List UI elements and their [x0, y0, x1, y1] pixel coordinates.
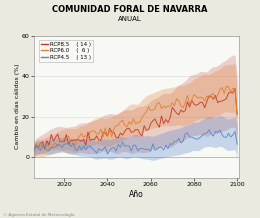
Y-axis label: Cambio en días cálidos (%): Cambio en días cálidos (%): [15, 64, 21, 149]
X-axis label: Año: Año: [129, 190, 144, 199]
Text: © Agencia Estatal de Meteorología: © Agencia Estatal de Meteorología: [3, 213, 74, 217]
Legend: RCP8.5    ( 14 ), RCP6.0    (  6 ), RCP4.5    ( 13 ): RCP8.5 ( 14 ), RCP6.0 ( 6 ), RCP4.5 ( 13…: [39, 40, 93, 62]
Text: ANUAL: ANUAL: [118, 16, 142, 22]
Text: COMUNIDAD FORAL DE NAVARRA: COMUNIDAD FORAL DE NAVARRA: [52, 5, 208, 14]
